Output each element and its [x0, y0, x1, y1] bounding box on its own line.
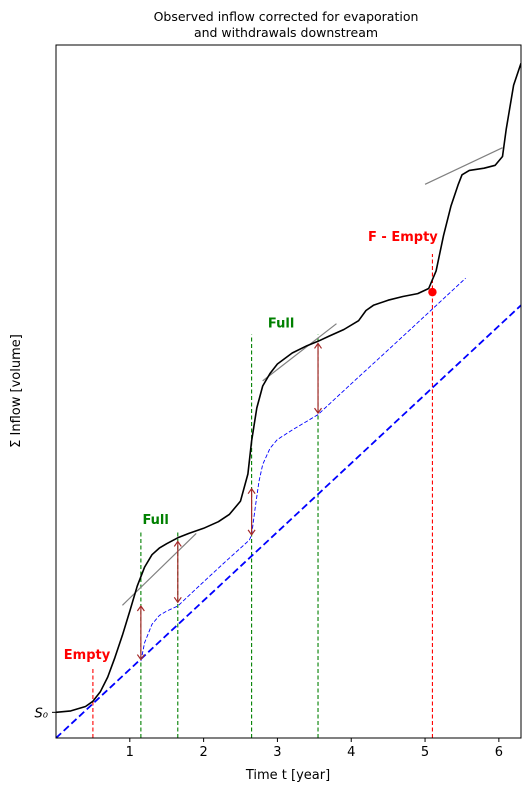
y-axis-label: Σ Inflow [volume]: [9, 334, 24, 448]
arrow-head-top-2: [247, 487, 256, 495]
x-axis-ticks: 1 2 3 4 5 6: [126, 738, 503, 760]
y-tick-label-0: S₀: [35, 706, 49, 721]
chart-title-line-2: and withdrawals downstream: [194, 25, 378, 40]
plot-frame: [55, 44, 522, 739]
x-tick-label-0: 1: [126, 745, 134, 760]
arrow-head-bottom-3: [314, 407, 323, 415]
annotation-full-1: Full: [142, 513, 168, 528]
series-layer: [56, 63, 521, 738]
annotation-empty-0: Empty: [64, 648, 111, 663]
arrow-head-bottom-2: [247, 529, 256, 536]
arrow-head-top-3: [314, 342, 323, 349]
marker-point-empty-0: [428, 287, 437, 297]
x-tick-label-2: 3: [273, 745, 281, 760]
tangent-line-2: [424, 147, 503, 185]
x-axis-label: Time t [year]: [245, 768, 330, 783]
arrow-head-bottom-0: [136, 654, 145, 661]
y-axis-ticks: S₀: [35, 706, 56, 721]
x-tick-label-4: 5: [421, 745, 429, 760]
series-demand-line: [56, 304, 521, 738]
annotation-full-2: Full: [268, 316, 294, 331]
arrow-layer: [136, 342, 323, 661]
arrow-head-top-0: [136, 604, 145, 612]
series-cumulative-inflow: [56, 63, 521, 714]
arrow-head-bottom-1: [173, 596, 182, 604]
x-tick-label-5: 6: [495, 745, 503, 760]
chart-title-line-1: Observed inflow corrected for evaporatio…: [154, 9, 419, 24]
x-tick-label-3: 4: [347, 745, 355, 760]
x-tick-label-1: 2: [199, 745, 207, 760]
arrow-head-top-1: [173, 540, 182, 547]
series-shifted-demand-curve: [140, 277, 466, 662]
point-layer: [428, 287, 437, 297]
annotation-layer: Empty Full Full F - Empty: [64, 230, 439, 663]
annotation-empty-3: F - Empty: [368, 230, 438, 245]
tangent-line-1: [262, 323, 337, 382]
plot-area: [56, 45, 521, 738]
